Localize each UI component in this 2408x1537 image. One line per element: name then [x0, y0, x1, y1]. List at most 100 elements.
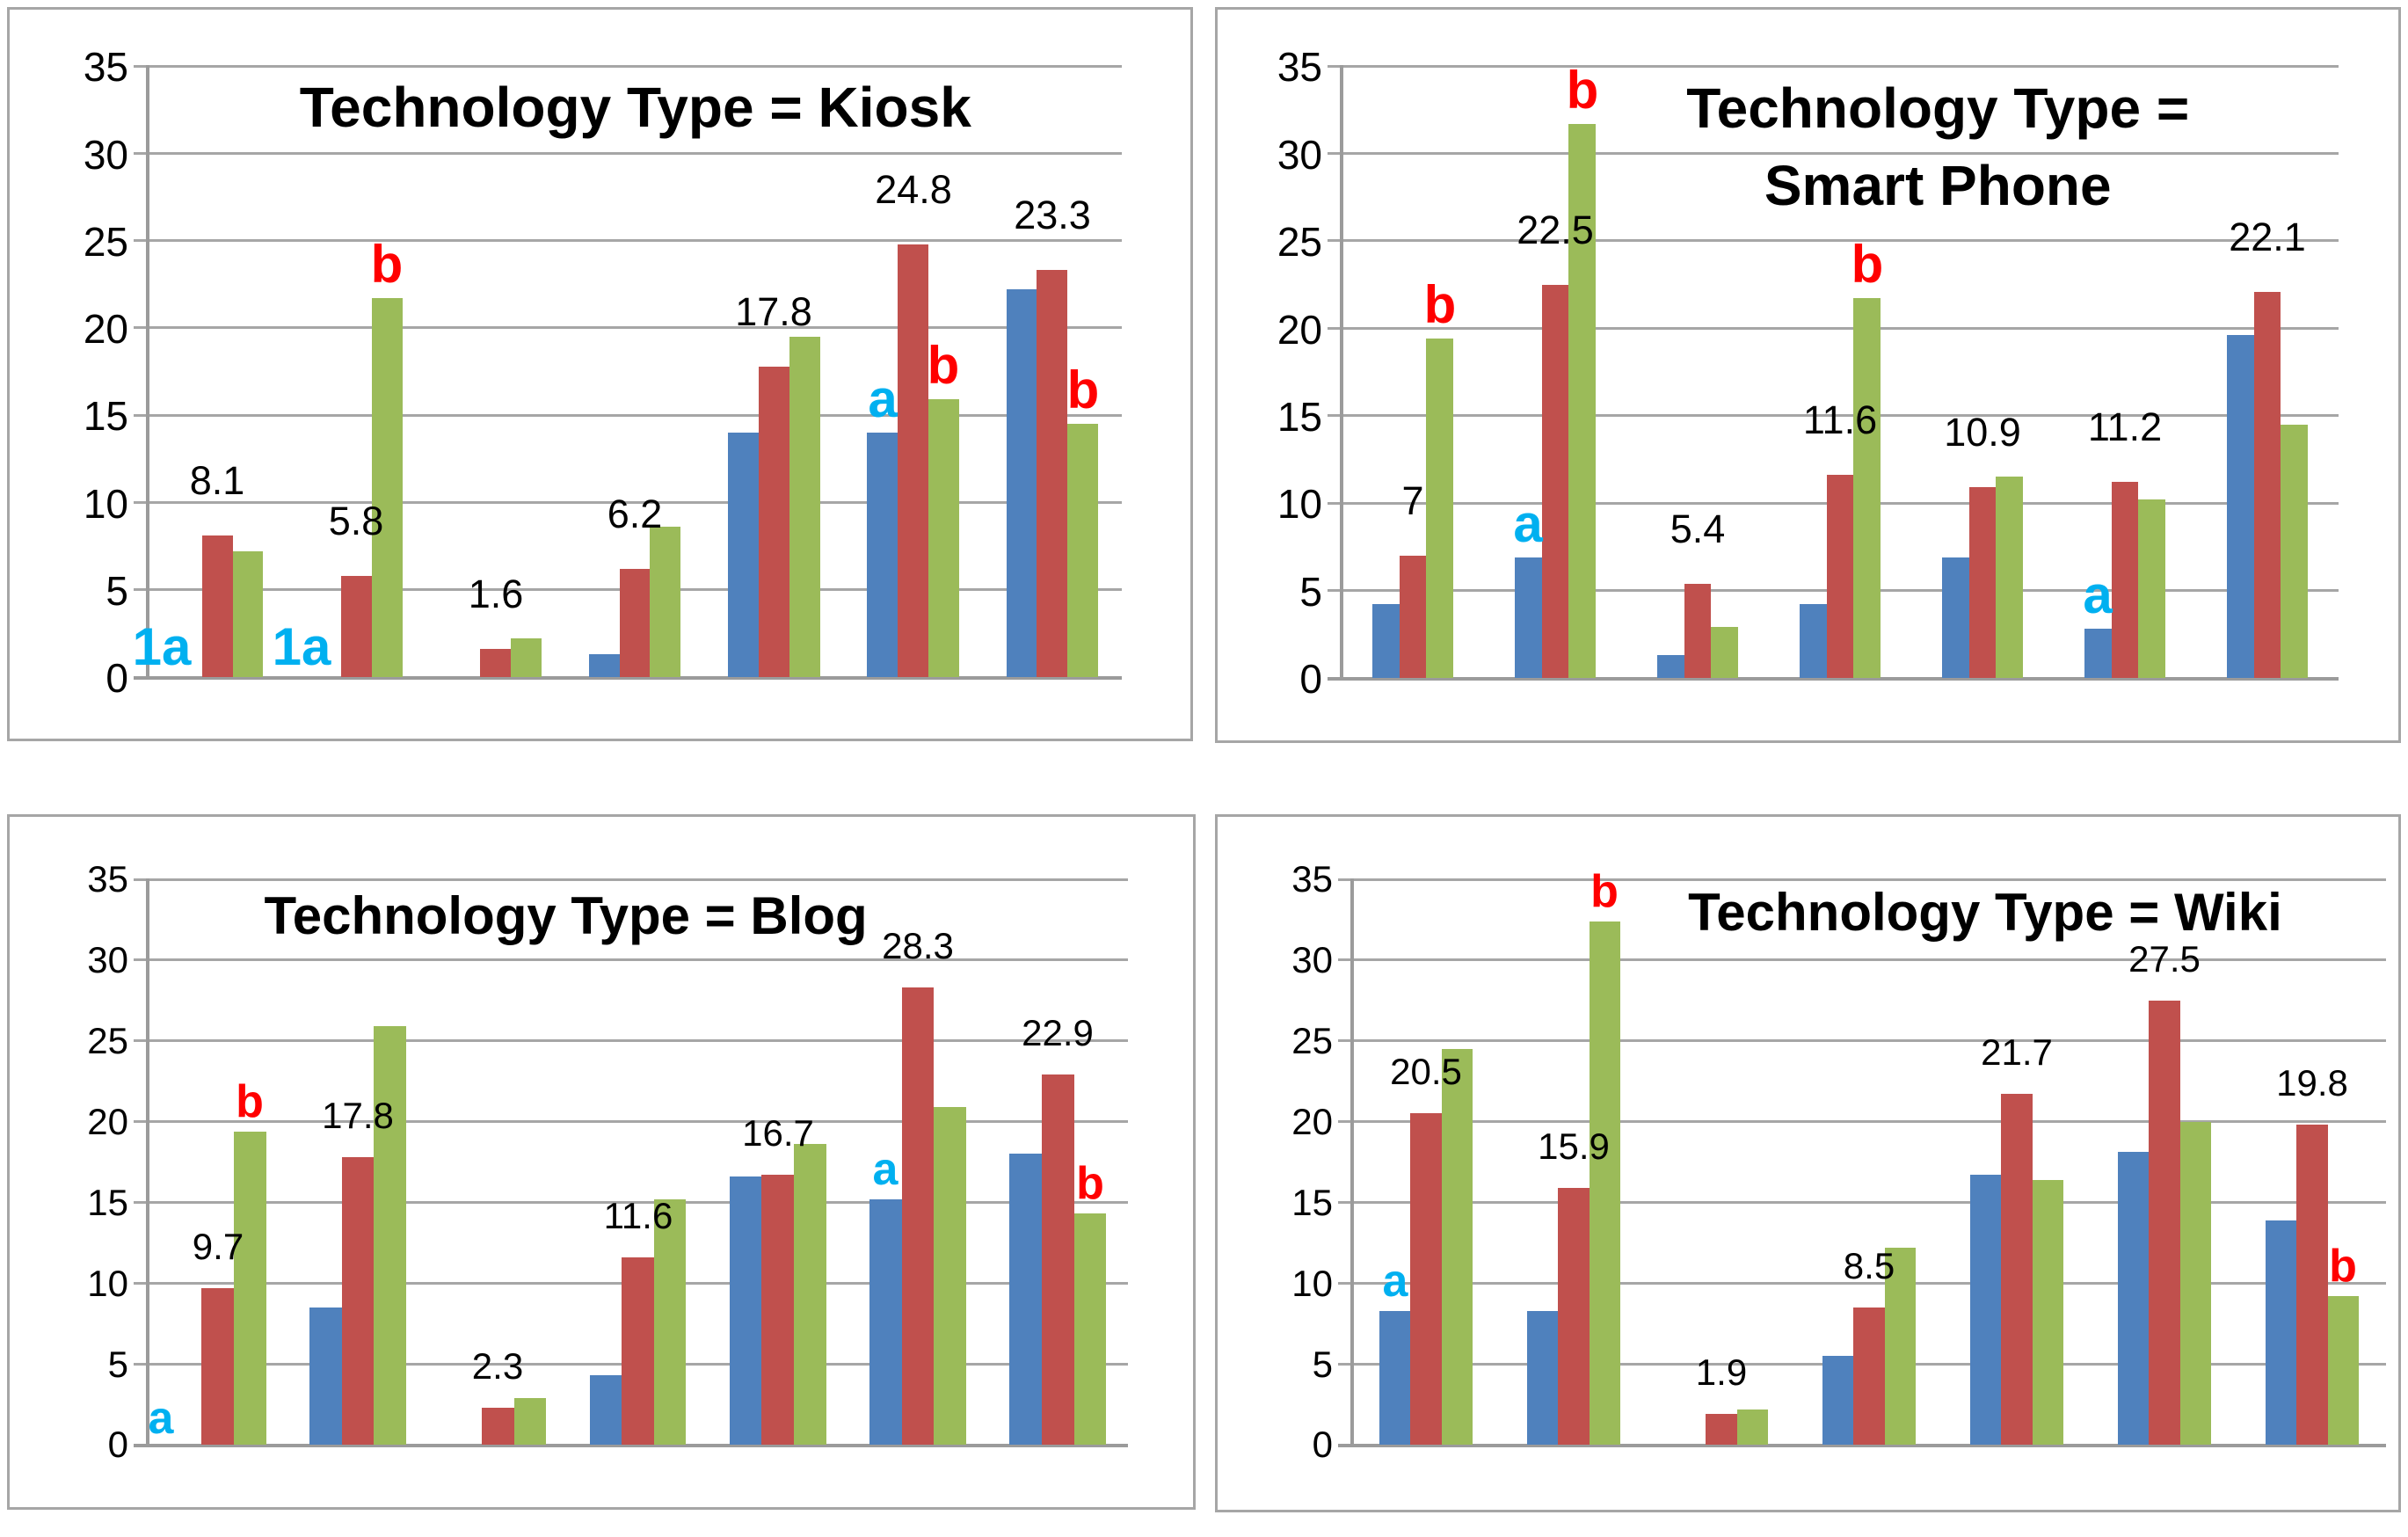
gridline: [1328, 65, 2339, 68]
data-label-value: 11.6: [603, 1195, 673, 1236]
y-axis-tick-label: 25: [1277, 219, 1322, 265]
y-axis-tick-label: 30: [1277, 132, 1322, 178]
data-label-value: 2.3: [471, 1345, 524, 1387]
bar-green: [1853, 298, 1881, 678]
sig-label: b: [1076, 1158, 1104, 1209]
sig-label-baseline: 1a: [132, 617, 192, 676]
bar-red: [2149, 1001, 2180, 1445]
bar-blue: [2118, 1152, 2150, 1445]
y-axis-tick-label: 35: [1277, 44, 1322, 90]
y-axis-line: [1340, 65, 1343, 679]
bar-green: [653, 1199, 687, 1445]
data-label-value: 5.8: [328, 499, 384, 543]
bar-red: [1541, 285, 1569, 678]
sig-label: b: [927, 336, 960, 395]
bar-blue: [869, 1199, 902, 1445]
data-label-value: 6.2: [607, 492, 663, 536]
bar-red: [201, 1288, 234, 1445]
y-axis-tick-label: 20: [87, 1101, 128, 1142]
bar-red: [1706, 1414, 1737, 1445]
gridline: [1328, 152, 2339, 155]
bar-red: [898, 244, 928, 677]
bar-green: [1073, 1213, 1107, 1445]
y-axis-tick-label: 5: [1312, 1344, 1333, 1385]
y-axis-tick-label: 0: [105, 655, 128, 701]
bar-blue: [1941, 557, 1969, 678]
bar-red: [1410, 1113, 1442, 1445]
bar-red: [761, 1175, 795, 1445]
data-label-value: 28.3: [882, 925, 954, 966]
data-label-value: 15.9: [1538, 1125, 1610, 1167]
y-axis-tick-label: 15: [87, 1182, 128, 1223]
bar-red: [480, 649, 512, 677]
sig-label-baseline: a: [148, 1393, 174, 1444]
bar-red: [1968, 487, 1997, 678]
y-axis-tick-label: 35: [1291, 858, 1333, 900]
y-axis-tick-label: 15: [83, 393, 128, 439]
bar-green: [2138, 499, 2166, 678]
gridline: [1338, 878, 2386, 881]
chart-title: Technology Type = Wiki: [1688, 883, 2282, 942]
bar-blue: [2226, 335, 2254, 678]
gridline: [1328, 414, 2339, 417]
bar-green: [1996, 477, 2024, 678]
data-label-value: 20.5: [1390, 1051, 1462, 1092]
y-axis-tick-label: 25: [1291, 1020, 1333, 1061]
bar-blue: [2266, 1220, 2297, 1445]
y-axis-tick-label: 5: [105, 568, 128, 614]
bar-red: [481, 1408, 514, 1445]
chart-panel-kiosk: Technology Type = Kiosk 35 30 25 20 15 10 5 0 8.…: [7, 7, 1193, 741]
bar-red: [901, 987, 935, 1445]
y-axis-tick-label: 30: [83, 132, 128, 178]
sig-label: b: [370, 235, 404, 294]
bar-blue: [1822, 1356, 1854, 1445]
gridline: [134, 152, 1122, 155]
y-axis-tick-label: 20: [1277, 307, 1322, 353]
y-axis-tick-label: 10: [83, 481, 128, 527]
sig-label: b: [1566, 61, 1599, 120]
bar-green: [794, 1144, 826, 1445]
bar-red: [341, 1157, 375, 1445]
bar-green: [2032, 1180, 2063, 1445]
bar-green: [371, 298, 403, 677]
plot-area: 35 30 25 20 15 10 5 0 20.5 15.9 1.9 8.5 21.7 27.5 19.8…: [1291, 858, 2386, 1465]
sig-label: b: [2329, 1241, 2357, 1292]
x-axis-line: [134, 1444, 1128, 1447]
y-axis-tick-label: 15: [1277, 394, 1322, 440]
bar-blue: [2084, 629, 2112, 678]
data-label-value: 7: [1401, 478, 1424, 523]
bar-green: [1711, 627, 1739, 678]
y-axis-tick-label: 30: [87, 939, 128, 980]
bar-red: [758, 367, 789, 677]
y-axis-tick-label: 0: [1312, 1424, 1333, 1465]
bar-green: [1884, 1248, 1916, 1445]
bar-green: [1441, 1049, 1473, 1445]
bar-green: [233, 1132, 266, 1445]
bar-green: [511, 638, 542, 677]
y-axis-tick-label: 5: [107, 1344, 128, 1385]
bar-red: [622, 1257, 654, 1445]
data-label-value: 11.2: [2087, 404, 2163, 449]
bar-red: [341, 576, 372, 677]
bar-red: [2253, 292, 2281, 678]
chart-panel-smart-phone: Technology Type = Smart Phone 35 30 25 20 15…: [1215, 7, 2401, 743]
y-axis-tick-label: 20: [83, 306, 128, 352]
data-label-value: 11.6: [1802, 397, 1878, 442]
y-axis-tick-label: 0: [1299, 656, 1322, 702]
sig-label: a: [872, 1144, 898, 1195]
sig-label: b: [1066, 361, 1100, 419]
gridline: [134, 1201, 1128, 1204]
y-axis-tick-label: 15: [1291, 1182, 1333, 1223]
y-axis-tick-label: 5: [1299, 569, 1322, 615]
gridline: [1338, 1120, 2386, 1123]
y-axis-line: [146, 65, 149, 678]
plot-area: 35 30 25 20 15 10 5 0 8.1 5.8 1.6 6.2 17.8 24.8 23.3 1a…: [84, 44, 1122, 701]
bar-blue: [1009, 1154, 1043, 1445]
gridline: [1328, 239, 2339, 242]
sig-label: b: [1851, 235, 1884, 294]
gridline: [134, 326, 1122, 329]
bar-green: [934, 1107, 966, 1445]
bar-blue: [1371, 604, 1400, 678]
chart-title: Technology Type = Kiosk: [299, 76, 971, 139]
